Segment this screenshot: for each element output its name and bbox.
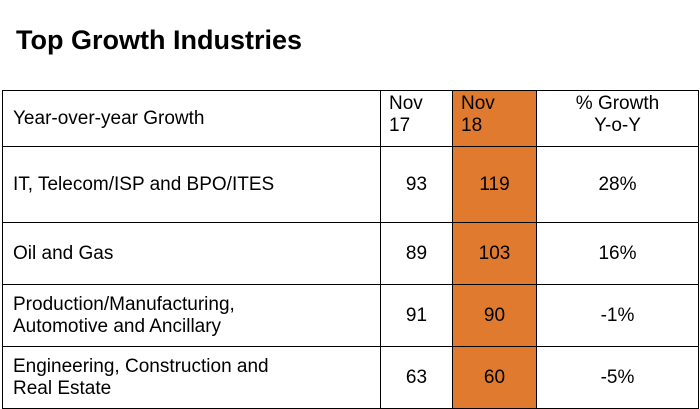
header-pct: % Growth Y-o-Y (536, 90, 699, 147)
header-nov17-line1: Nov (389, 93, 423, 114)
pct-cell: 16% (536, 222, 699, 285)
industry-line: Production/Manufacturing, (13, 293, 235, 315)
header-nov17: Nov 17 (380, 90, 453, 147)
industry-line: Real Estate (13, 377, 112, 399)
nov18-cell: 90 (452, 284, 537, 347)
nov17-cell: 93 (380, 146, 453, 223)
page-title: Top Growth Industries (16, 25, 302, 55)
header-nov18-line2: 18 (461, 115, 483, 136)
table-header-row: Year-over-year Growth Nov 17 Nov 18 % Gr… (2, 90, 699, 147)
header-nov17-line2: 17 (389, 115, 411, 136)
nov18-cell: 119 (452, 146, 537, 223)
header-label: Year-over-year Growth (2, 90, 381, 147)
header-nov18-line1: Nov (461, 93, 495, 114)
header-pct-line2: Y-o-Y (594, 115, 641, 136)
nov17-cell: 89 (380, 222, 453, 285)
industry-cell: Oil and Gas (2, 222, 381, 285)
pct-cell: -1% (536, 284, 699, 347)
industry-line: Automotive and Ancillary (13, 315, 222, 337)
header-nov18: Nov 18 (452, 90, 537, 147)
pct-cell: 28% (536, 146, 699, 223)
table-row: Engineering, Construction and Real Estat… (2, 346, 699, 409)
pct-cell: -5% (536, 346, 699, 409)
industry-line: IT, Telecom/ISP and BPO/ITES (13, 173, 275, 195)
industry-line: Oil and Gas (13, 242, 114, 264)
nov18-cell: 60 (452, 346, 537, 409)
table-row: IT, Telecom/ISP and BPO/ITES 93 119 28% (2, 146, 699, 223)
nov17-cell: 63 (380, 346, 453, 409)
nov18-cell: 103 (452, 222, 537, 285)
table-row: Production/Manufacturing, Automotive and… (2, 284, 699, 347)
header-pct-line1: % Growth (575, 93, 660, 114)
table-row: Oil and Gas 89 103 16% (2, 222, 699, 285)
nov17-cell: 91 (380, 284, 453, 347)
industry-cell: IT, Telecom/ISP and BPO/ITES (2, 146, 381, 223)
growth-table: Year-over-year Growth Nov 17 Nov 18 % Gr… (2, 90, 699, 409)
industry-cell: Engineering, Construction and Real Estat… (2, 346, 381, 409)
industry-line: Engineering, Construction and (13, 355, 269, 377)
industry-cell: Production/Manufacturing, Automotive and… (2, 284, 381, 347)
